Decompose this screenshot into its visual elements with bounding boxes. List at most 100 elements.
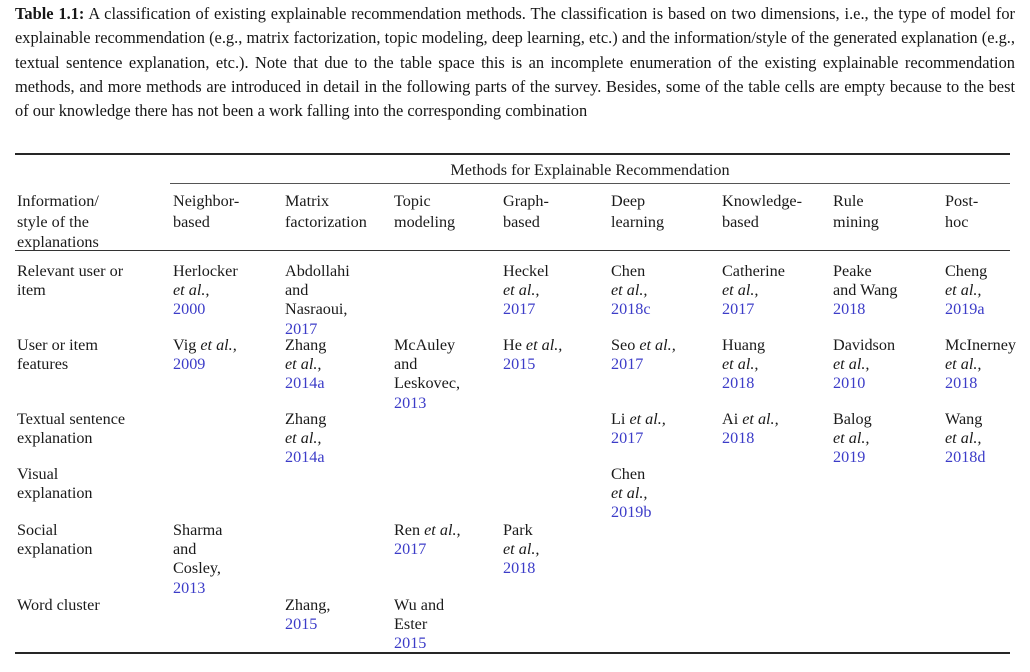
header-line: Neighbor-: [173, 192, 240, 210]
citation-cell: Abdollahi and Nasraoui, 2017: [285, 262, 350, 339]
row-label-user-or-item-features: User or item features: [17, 336, 98, 374]
citation-cell: He et al., 2015: [503, 336, 562, 374]
caption-text: A classification of existing explainable…: [15, 4, 1015, 121]
row-label-relevant-user-or-item: Relevant user or item: [17, 262, 123, 300]
citation-year-link[interactable]: 2014a: [285, 374, 325, 393]
column-header-deep-learning: Deep learning: [611, 191, 664, 232]
citation-cell: Ai et al., 2018: [722, 410, 779, 448]
header-line: based: [503, 212, 540, 231]
citation-year-link[interactable]: 2013: [394, 393, 427, 412]
citation-year-link[interactable]: 2014a: [285, 448, 325, 467]
row-label-line: explanation: [17, 429, 93, 448]
citation-author: Herlocker: [173, 262, 238, 280]
citation-author: Chen: [611, 262, 646, 280]
citation-cell: Park et al., 2018: [503, 521, 539, 579]
column-header-knowledge-based: Knowledge-based: [722, 191, 802, 232]
row-label-social-explanation: Social explanation: [17, 521, 93, 559]
citation-author-cont: and: [394, 355, 418, 374]
citation-author: Zhang: [285, 410, 327, 428]
citation-cell: Chen et al., 2018c: [611, 262, 651, 320]
header-line: mining: [833, 212, 879, 231]
header-line: Matrix: [285, 192, 330, 210]
row-label-line: Textual sentence: [17, 410, 126, 428]
header-line: explanations: [17, 233, 99, 252]
citation-etal: et al.,: [945, 355, 982, 374]
citation-cell: Zhang et al., 2014a: [285, 336, 326, 394]
row-label-line: Relevant user or: [17, 262, 124, 280]
header-line: Post-: [945, 192, 979, 210]
citation-etal: et al.,: [503, 281, 540, 300]
row-label-line: Word cluster: [17, 596, 100, 614]
column-header-graph-based: Graph-based: [503, 191, 549, 232]
citation-etal: et al.,: [611, 484, 648, 503]
header-line: style of the: [17, 212, 89, 231]
citation-cell: McInerney et al., 2018: [945, 336, 1016, 394]
citation-etal: et al.,: [639, 336, 676, 354]
citation-cell: Huang et al., 2018: [722, 336, 765, 394]
citation-cell: Sharma and Cosley, 2013: [173, 521, 222, 598]
citation-author: Sharma: [173, 521, 223, 539]
citation-author: Catherine: [722, 262, 785, 280]
row-label-word-cluster: Word cluster: [17, 596, 100, 615]
citation-author: Seo et al.,: [611, 336, 676, 354]
citation-cell: Wang et al., 2018d: [945, 410, 985, 468]
citation-year-link[interactable]: 2018: [722, 374, 755, 393]
row-label-line: features: [17, 355, 69, 374]
citation-year-link[interactable]: 2019b: [611, 503, 652, 522]
row-label-line: User or item: [17, 336, 98, 354]
citation-etal: et al.,: [285, 429, 322, 448]
citation-year-link[interactable]: 2010: [833, 374, 866, 393]
citation-year-link[interactable]: 2013: [173, 578, 206, 597]
citation-year-link[interactable]: 2015: [285, 615, 318, 634]
citation-etal: et al.,: [525, 336, 563, 354]
citation-year-link[interactable]: 2019a: [945, 300, 985, 319]
header-bottom-rule: [15, 250, 1010, 252]
citation-cell: Zhang, 2015: [285, 596, 330, 634]
citation-year-link[interactable]: 2000: [173, 300, 206, 319]
citation-author: Zhang,: [285, 596, 331, 614]
row-label-line: explanation: [17, 540, 93, 559]
citation-cell: Seo et al., 2017: [611, 336, 676, 374]
citation-author: Abdollahi: [285, 262, 350, 280]
citation-author: He et al.,: [503, 336, 563, 354]
header-line: Information/: [17, 192, 99, 210]
citation-year-link[interactable]: 2017: [611, 355, 644, 374]
citation-year-link[interactable]: 2019: [833, 448, 866, 467]
table-caption: Table 1.1: A classification of existing …: [15, 2, 1015, 123]
header-line: learning: [611, 212, 665, 231]
header-line: Graph-: [503, 192, 549, 210]
citation-author: McAuley: [394, 336, 456, 354]
group-header-rule: [170, 183, 1010, 185]
citation-year-link[interactable]: 2018c: [611, 300, 651, 319]
citation-year-link[interactable]: 2017: [611, 429, 644, 448]
citation-year-link[interactable]: 2018: [503, 559, 536, 578]
citation-year-link[interactable]: 2015: [394, 634, 427, 653]
citation-author: Ren et al.,: [394, 521, 461, 539]
citation-year-link[interactable]: 2017: [503, 300, 536, 319]
citation-year-link[interactable]: 2018d: [945, 448, 986, 467]
citation-cell: Davidson et al., 2010: [833, 336, 895, 394]
citation-author: Ai et al.,: [722, 410, 779, 428]
citation-year-link[interactable]: 2017: [394, 540, 427, 559]
header-line: factorization: [285, 212, 367, 231]
citation-etal: et al.,: [722, 355, 759, 374]
citation-year-link[interactable]: 2017: [722, 300, 755, 319]
citation-year-link[interactable]: 2018: [945, 374, 978, 393]
citation-year-link[interactable]: 2015: [503, 355, 536, 374]
citation-year-link[interactable]: 2018: [833, 300, 866, 319]
citation-author-cont: Cosley,: [173, 559, 221, 578]
citation-etal: et al.,: [629, 410, 666, 428]
citation-author: Vig et al.,: [173, 336, 237, 354]
citation-year-link[interactable]: 2017: [285, 319, 318, 338]
group-header: Methods for Explainable Recommendation: [450, 161, 730, 179]
citation-author: Wang: [945, 410, 983, 428]
citation-author: Chen: [611, 465, 646, 483]
header-line: based: [173, 212, 210, 231]
row-label-line: item: [17, 281, 46, 300]
row-label-visual-explanation: Visual explanation: [17, 465, 93, 503]
citation-year-link[interactable]: 2009: [173, 355, 206, 374]
citation-author-cont: Leskovec,: [394, 374, 461, 393]
citation-cell: Ren et al., 2017: [394, 521, 461, 559]
citation-year-link[interactable]: 2018: [722, 429, 755, 448]
citation-etal: et al.,: [611, 281, 648, 300]
